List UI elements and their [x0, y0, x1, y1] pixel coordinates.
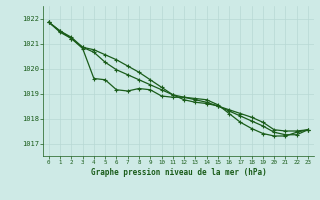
X-axis label: Graphe pression niveau de la mer (hPa): Graphe pression niveau de la mer (hPa) [91, 168, 266, 177]
